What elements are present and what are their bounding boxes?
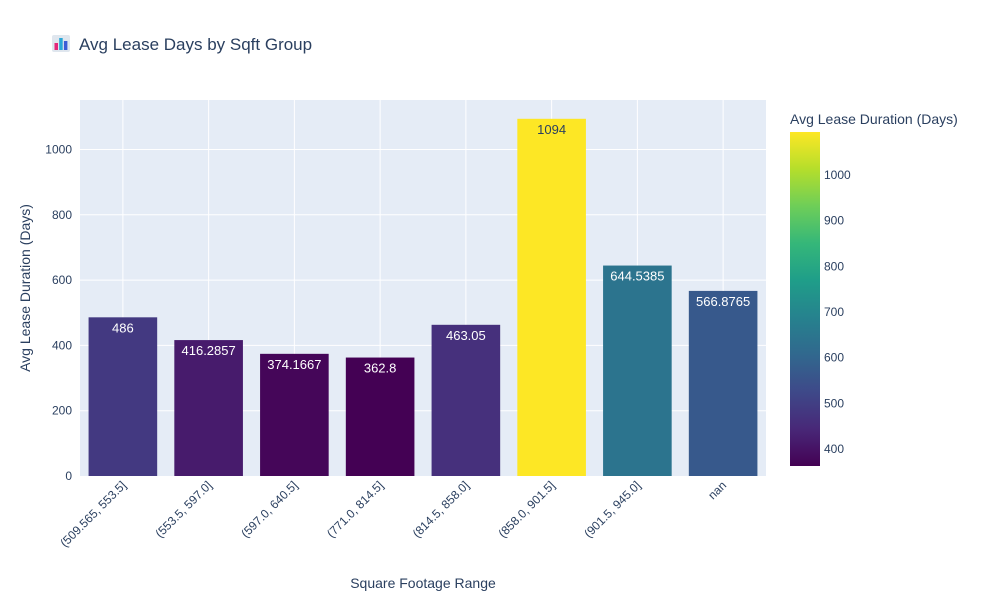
bar[interactable]	[517, 118, 586, 476]
y-tick-label: 800	[52, 208, 72, 222]
y-tick-label: 600	[52, 273, 72, 287]
colorbar-ticks: 400 500 600 700 800 900 1000	[824, 168, 851, 456]
bar-value-label: 362.8	[364, 361, 397, 376]
bar-value-label: 566.8765	[696, 294, 750, 309]
y-tick-label: 0	[65, 469, 72, 483]
chart-title-group: Avg Lease Days by Sqft Group	[52, 35, 312, 54]
x-tick-label: (901.5, 945.0]	[581, 478, 643, 540]
y-axis-title: Avg Lease Duration (Days)	[17, 204, 33, 372]
colorbar: Avg Lease Duration (Days) 400 500 600 700 80…	[790, 111, 958, 466]
colorbar-title: Avg Lease Duration (Days)	[790, 111, 958, 127]
colorbar-gradient	[790, 132, 820, 466]
colorbar-tick-label: 400	[824, 442, 844, 456]
bar[interactable]	[88, 317, 158, 476]
x-tick-label: (509.565, 553.5]	[57, 478, 129, 550]
bar[interactable]	[174, 340, 243, 476]
bar[interactable]	[688, 290, 758, 476]
chart-title: Avg Lease Days by Sqft Group	[79, 35, 312, 54]
bar[interactable]	[260, 353, 329, 476]
y-axis-ticks: 0 200 400 600 800 1000	[45, 142, 72, 483]
bar-value-label: 486	[112, 320, 134, 335]
bar-value-label: 416.2857	[182, 343, 236, 358]
x-axis-ticks: (509.565, 553.5] (553.5, 597.0] (597.0, 64…	[57, 478, 729, 550]
y-tick-label: 200	[52, 404, 72, 418]
colorbar-tick-label: 600	[824, 351, 844, 365]
y-tick-label: 1000	[45, 142, 72, 156]
bar-value-label: 644.5385	[610, 269, 664, 284]
bar[interactable]	[603, 265, 672, 476]
colorbar-tick-label: 700	[824, 305, 844, 319]
x-tick-label: (858.0, 901.5]	[495, 478, 557, 540]
bar-value-label: 374.1667	[267, 357, 321, 372]
x-tick-label: (814.5, 858.0]	[410, 478, 472, 540]
x-tick-label: (553.5, 597.0]	[152, 478, 214, 540]
bar-value-label: 1094	[537, 122, 566, 137]
x-tick-label: nan	[705, 478, 729, 502]
colorbar-tick-label: 800	[824, 259, 844, 273]
bar-value-label: 463.05	[446, 328, 486, 343]
x-axis-title: Square Footage Range	[350, 575, 496, 591]
bars: 486 416.2857 374.1667 362.8 463.05 1094 644.53…	[88, 118, 758, 476]
bar[interactable]	[431, 324, 501, 476]
bar-chart-emoji-icon	[52, 35, 70, 52]
x-tick-label: (597.0, 640.5]	[238, 478, 300, 540]
colorbar-tick-label: 500	[824, 396, 844, 410]
colorbar-tick-label: 1000	[824, 168, 851, 182]
x-tick-label: (771.0, 814.5]	[324, 478, 386, 540]
y-tick-label: 400	[52, 338, 72, 352]
bar[interactable]	[345, 357, 415, 476]
colorbar-tick-label: 900	[824, 214, 844, 228]
